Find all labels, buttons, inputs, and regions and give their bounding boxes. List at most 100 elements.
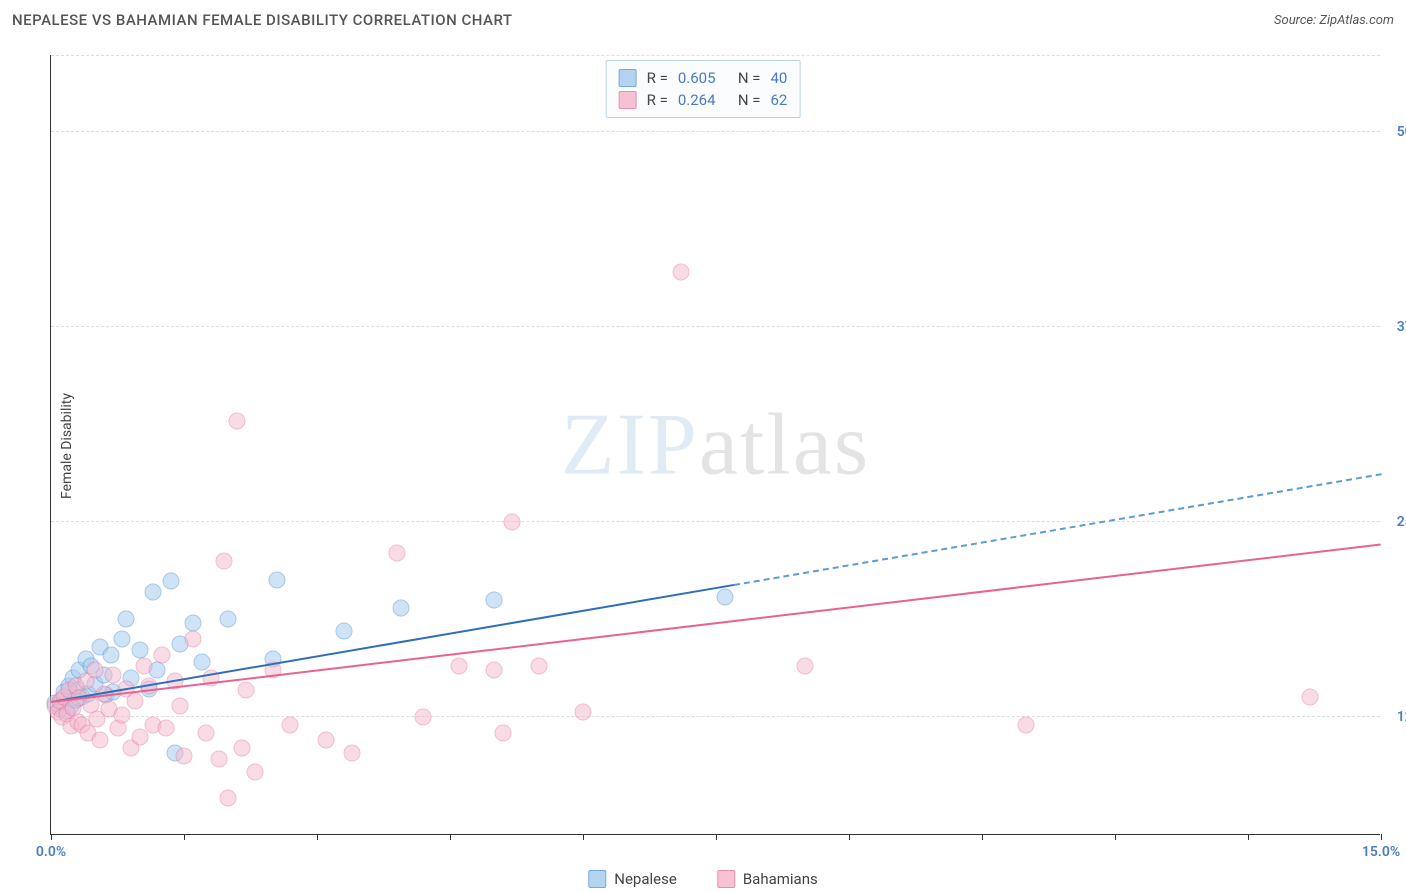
scatter-point xyxy=(105,666,122,683)
x-tick xyxy=(1381,834,1382,840)
scatter-point xyxy=(486,662,503,679)
title-bar: NEPALESE VS BAHAMIAN FEMALE DISABILITY C… xyxy=(0,0,1406,40)
y-tick-label: 25.0% xyxy=(1397,514,1406,530)
x-tick xyxy=(982,834,983,840)
legend-swatch xyxy=(588,870,606,888)
legend-swatch xyxy=(717,870,735,888)
chart-container: NEPALESE VS BAHAMIAN FEMALE DISABILITY C… xyxy=(0,0,1406,892)
scatter-point xyxy=(144,584,161,601)
scatter-point xyxy=(184,615,201,632)
y-tick-label: 12.5% xyxy=(1397,709,1406,725)
scatter-point xyxy=(136,657,153,674)
gridline-h xyxy=(51,55,1380,56)
legend-label: Nepalese xyxy=(614,870,677,888)
x-tick xyxy=(1248,834,1249,840)
gridline-h xyxy=(51,326,1380,327)
scatter-point xyxy=(162,573,179,590)
stats-row: R =0.264N =62 xyxy=(619,89,788,111)
scatter-point xyxy=(176,748,193,765)
scatter-point xyxy=(153,646,170,663)
scatter-point xyxy=(495,724,512,741)
scatter-point xyxy=(184,631,201,648)
watermark-atlas: atlas xyxy=(699,396,870,493)
trend-line xyxy=(51,543,1381,703)
scatter-point xyxy=(335,623,352,640)
scatter-point xyxy=(530,657,547,674)
scatter-point xyxy=(672,264,689,281)
x-tick xyxy=(184,834,185,840)
gridline-h xyxy=(51,131,1380,132)
scatter-point xyxy=(113,707,130,724)
watermark-zip: ZIP xyxy=(561,396,699,493)
x-tick xyxy=(450,834,451,840)
scatter-point xyxy=(415,709,432,726)
x-tick xyxy=(849,834,850,840)
scatter-point xyxy=(87,662,104,679)
legend-swatch xyxy=(619,91,637,109)
x-tick xyxy=(51,834,52,840)
scatter-point xyxy=(215,553,232,570)
stat-n-value: 62 xyxy=(770,91,787,109)
scatter-point xyxy=(317,732,334,749)
bottom-legend: Nepalese Bahamians xyxy=(588,870,817,888)
scatter-point xyxy=(103,646,120,663)
trend-line xyxy=(734,473,1382,586)
scatter-point xyxy=(193,654,210,671)
gridline-h xyxy=(51,521,1380,522)
gridline-h xyxy=(51,716,1380,717)
scatter-point xyxy=(131,729,148,746)
scatter-point xyxy=(91,732,108,749)
y-tick-label: 37.5% xyxy=(1397,319,1406,335)
stat-r-value: 0.605 xyxy=(678,69,728,87)
y-tick-label: 50.0% xyxy=(1397,124,1406,140)
scatter-point xyxy=(269,571,286,588)
trend-line xyxy=(51,584,734,703)
x-tick xyxy=(1115,834,1116,840)
scatter-point xyxy=(198,724,215,741)
scatter-point xyxy=(238,682,255,699)
scatter-point xyxy=(575,704,592,721)
scatter-point xyxy=(158,719,175,736)
stat-n-label: N = xyxy=(738,91,761,109)
x-tick xyxy=(583,834,584,840)
x-tick-label: 15.0% xyxy=(1362,844,1400,860)
legend-item: Bahamians xyxy=(717,870,818,888)
x-tick-label: 0.0% xyxy=(36,844,66,860)
stat-r-label: R = xyxy=(647,69,668,87)
scatter-point xyxy=(220,610,237,627)
scatter-point xyxy=(504,514,521,531)
stats-legend: R = 0.605 N = 40R = 0.264 N = 62 xyxy=(606,60,801,118)
scatter-point xyxy=(211,751,228,768)
plot-area: ZIPatlas 12.5%25.0%37.5%50.0%0.0%15.0% xyxy=(50,55,1380,835)
scatter-point xyxy=(1302,688,1319,705)
scatter-point xyxy=(171,698,188,715)
scatter-point xyxy=(388,545,405,562)
chart-title: NEPALESE VS BAHAMIAN FEMALE DISABILITY C… xyxy=(12,11,513,29)
scatter-point xyxy=(113,631,130,648)
watermark: ZIPatlas xyxy=(561,394,870,495)
stat-r-value: 0.264 xyxy=(678,91,728,109)
scatter-point xyxy=(486,592,503,609)
stats-row: R = 0.605 N = 40 xyxy=(619,67,788,89)
legend-swatch xyxy=(619,69,637,87)
x-tick xyxy=(317,834,318,840)
scatter-point xyxy=(118,610,135,627)
scatter-point xyxy=(716,588,733,605)
scatter-point xyxy=(220,790,237,807)
scatter-point xyxy=(796,657,813,674)
scatter-point xyxy=(282,716,299,733)
scatter-point xyxy=(450,657,467,674)
stat-n-label: N = xyxy=(738,69,761,87)
scatter-point xyxy=(229,412,246,429)
legend-item: Nepalese xyxy=(588,870,677,888)
stat-n-value: 40 xyxy=(770,69,787,87)
scatter-point xyxy=(344,744,361,761)
scatter-point xyxy=(246,763,263,780)
scatter-point xyxy=(233,740,250,757)
source-label: Source: ZipAtlas.com xyxy=(1274,13,1394,28)
scatter-point xyxy=(131,641,148,658)
legend-label: Bahamians xyxy=(743,870,818,888)
scatter-point xyxy=(127,693,144,710)
scatter-point xyxy=(1018,716,1035,733)
x-tick xyxy=(716,834,717,840)
